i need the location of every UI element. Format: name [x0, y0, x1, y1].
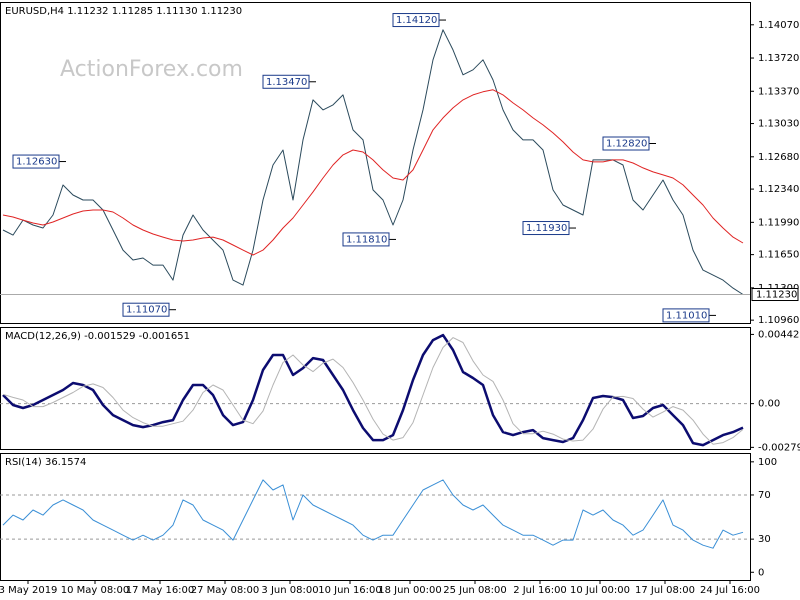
y-tick-label: 30	[758, 534, 771, 545]
x-tick-label: 18 Jun 00:00	[378, 585, 442, 596]
annotation-label: 1.14120	[396, 15, 437, 26]
annotation-label: 1.11930	[526, 223, 567, 234]
panel-title: RSI(14) 36.1574	[5, 457, 86, 468]
x-tick-label: 17 May 16:00	[126, 585, 195, 596]
panel-title: MACD(12,26,9) -0.001529 -0.001651	[5, 331, 190, 342]
y-tick-label: 0.004426	[758, 329, 800, 340]
annotation-label: 1.12820	[606, 139, 647, 150]
series-line	[2, 333, 744, 447]
annotation-box	[262, 74, 310, 89]
x-tick-label: 10 May 08:00	[61, 585, 130, 596]
last-price-label: 1.11230	[756, 290, 797, 301]
panel-title: EURUSD,H4 1.11232 1.11285 1.11130 1.1123…	[5, 6, 242, 17]
series-line	[2, 337, 744, 445]
y-tick-label: -0.002795	[758, 442, 800, 453]
x-tick-label: 10 Jun 16:00	[318, 585, 382, 596]
annotation-box	[522, 221, 570, 236]
y-tick-label: 1.13370	[758, 86, 799, 97]
y-tick-label: 1.11990	[758, 217, 799, 228]
y-tick-label: 0	[758, 567, 764, 578]
series-line	[2, 29, 744, 295]
y-tick-label: 1.13030	[758, 119, 799, 130]
panel-frame	[0, 2, 751, 324]
annotation-box	[342, 232, 390, 247]
series-line	[2, 89, 744, 256]
annotation-label: 1.13470	[266, 77, 307, 88]
annotation-label: 1.12630	[16, 157, 57, 168]
watermark: ActionForex.com	[60, 57, 243, 82]
y-tick-label: 1.10960	[758, 315, 799, 326]
annotation-label: 1.11810	[346, 234, 387, 245]
annotation-label: 1.11070	[126, 305, 167, 316]
x-tick-label: 17 Jul 08:00	[635, 585, 695, 596]
x-tick-label: 24 Jul 16:00	[700, 585, 760, 596]
y-tick-label: 70	[758, 490, 771, 501]
y-tick-label: 1.12680	[758, 152, 799, 163]
last-price-box	[751, 288, 799, 302]
x-tick-label: 27 May 08:00	[191, 585, 260, 596]
annotation-box	[122, 302, 170, 317]
x-tick-label: 3 Jun 08:00	[261, 585, 318, 596]
annotation-box	[12, 154, 60, 169]
x-tick-label: 3 May 2019	[0, 585, 57, 596]
panel-frame	[0, 327, 751, 450]
y-tick-label: 1.12340	[758, 184, 799, 195]
x-tick-label: 2 Jul 16:00	[513, 585, 567, 596]
annotation-box	[602, 136, 650, 151]
annotation-box	[392, 13, 440, 28]
x-tick-label: 25 Jun 08:00	[443, 585, 507, 596]
y-tick-label: 1.11650	[758, 250, 799, 261]
y-tick-label: 100	[758, 457, 777, 468]
annotation-box	[662, 308, 710, 323]
series-line	[2, 479, 744, 549]
x-tick-label: 10 Jul 00:00	[570, 585, 630, 596]
y-tick-label: 1.13720	[758, 53, 799, 64]
y-tick-label: 0.00	[758, 399, 780, 410]
panel-frame	[0, 453, 751, 581]
y-tick-label: 1.14070	[758, 20, 799, 31]
annotation-label: 1.11010	[666, 310, 707, 321]
